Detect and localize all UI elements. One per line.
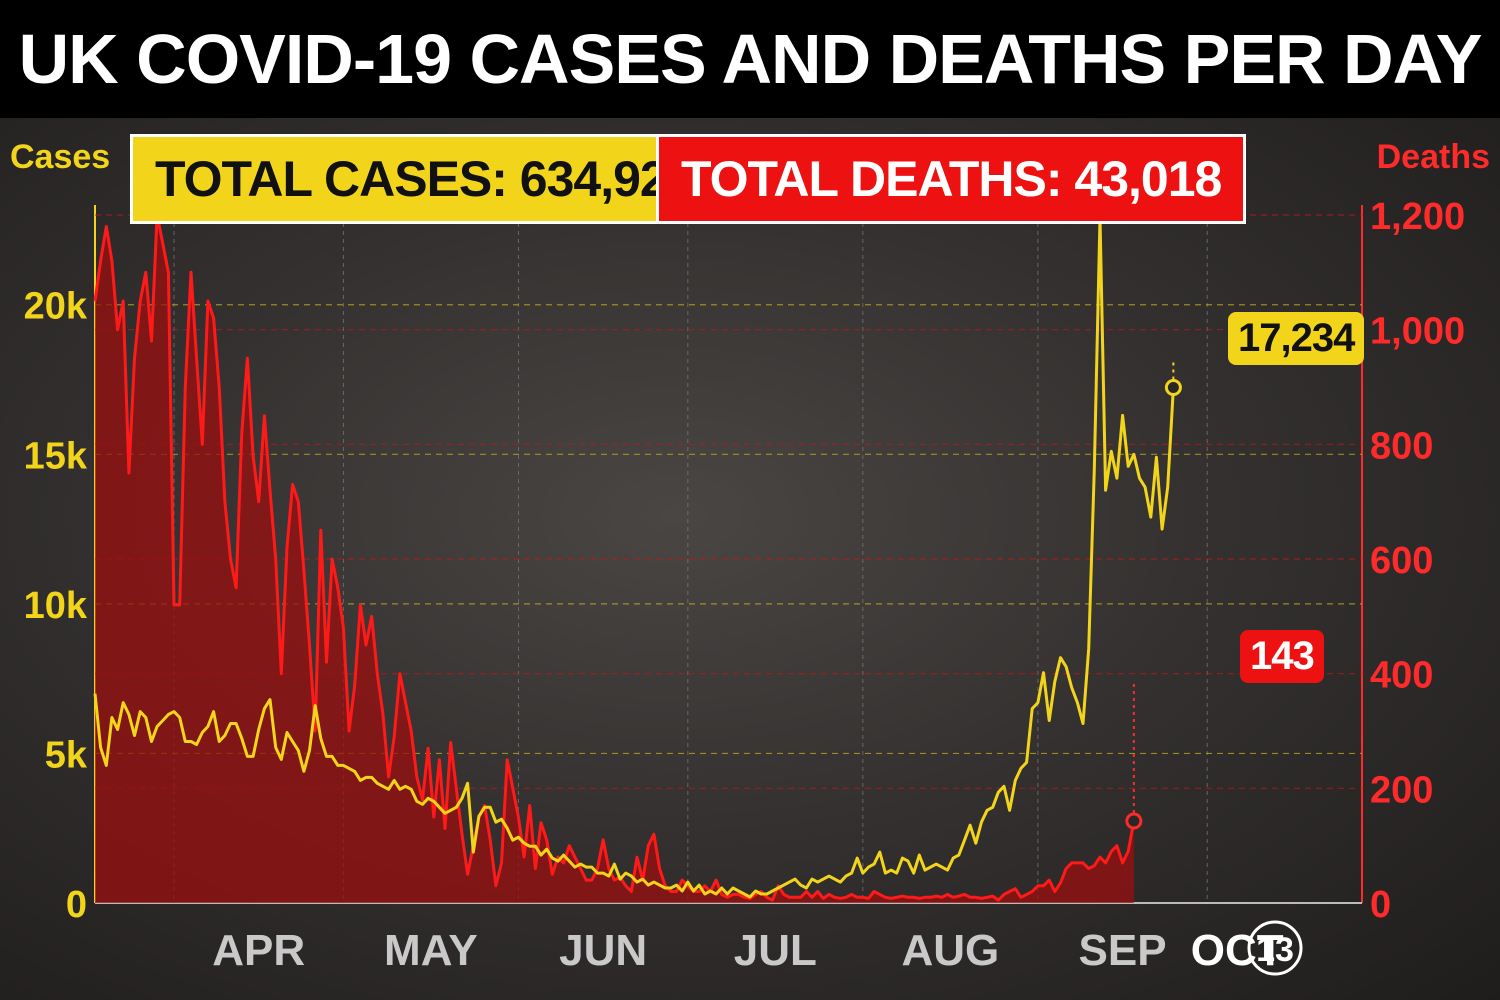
left-tick-label: 15k [24,435,88,477]
month-label: JUL [734,926,817,975]
deaths-end-marker [1125,812,1143,830]
page-title: UK COVID-19 CASES AND DEATHS PER DAY [18,20,1483,98]
cases-line [93,216,1175,899]
deaths-area [95,215,1134,903]
deaths-line [93,213,1136,902]
left-tick-label: 20k [24,286,88,328]
deaths-callout: 143 [1240,630,1324,683]
right-tick-label: 200 [1370,769,1433,811]
month-label: JUN [559,926,647,975]
left-tick-label: 10k [24,585,88,627]
month-label: SEP [1079,926,1167,975]
right-tick-label: 600 [1370,540,1433,582]
cases-end-marker [1164,378,1182,396]
right-tick-label: 800 [1370,425,1433,467]
total-deaths-badge: TOTAL DEATHS: 43,018 [656,134,1247,224]
right-tick-label: 400 [1370,655,1433,697]
right-axis-title: Deaths [1376,138,1490,176]
month-label: AUG [901,926,999,975]
month-label: MAY [384,926,478,975]
right-tick-label: 1,000 [1370,311,1465,353]
right-tick-label: 0 [1370,884,1391,926]
left-tick-label: 5k [45,734,88,776]
month-label: APR [212,926,305,975]
title-bar: UK COVID-19 CASES AND DEATHS PER DAY [0,0,1500,118]
day-marker-label: 13 [1256,931,1294,969]
cases-callout: 17,234 [1228,312,1365,365]
left-axis-title: Cases [10,138,111,176]
total-cases-badge: TOTAL CASES: 634,922 [130,134,719,224]
day-marker-circle [1247,920,1303,976]
left-tick-label: 0 [66,884,87,926]
month-label: OCT [1191,926,1284,975]
right-tick-label: 1,200 [1370,196,1465,238]
